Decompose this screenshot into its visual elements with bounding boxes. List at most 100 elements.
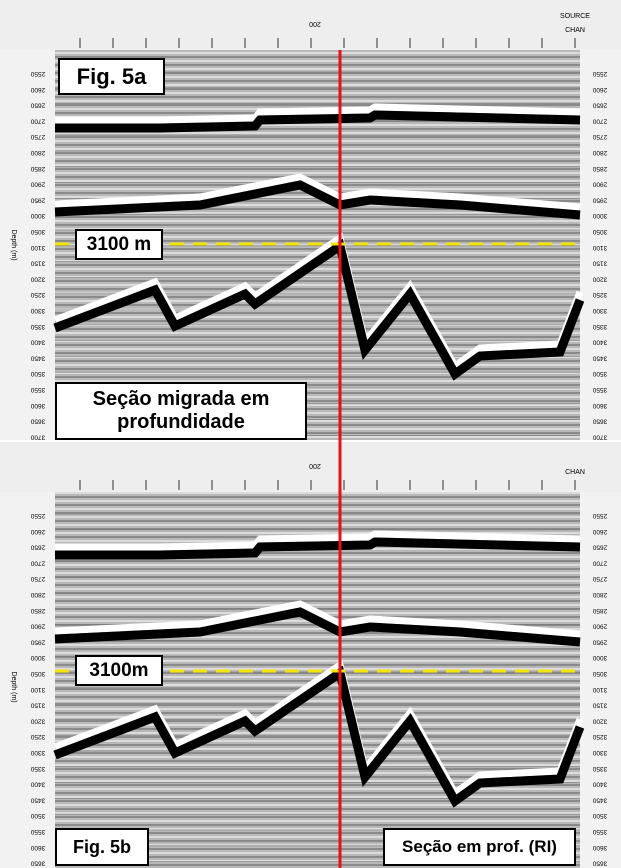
depth-tick-label: 2550 <box>30 512 45 519</box>
depth-tick-label: 2800 <box>592 149 607 156</box>
depth-tick-label: 3250 <box>592 733 607 740</box>
depth-tick-label: 3300 <box>592 749 607 756</box>
depth-tick-label: 3000 <box>592 654 607 661</box>
depth-tick-label: 3150 <box>592 260 607 267</box>
depth-tick-label: 3250 <box>30 291 45 298</box>
depth-tick-label: 3400 <box>592 781 607 788</box>
right-axis-strip <box>580 50 621 440</box>
depth-tick-label: 2600 <box>592 86 607 93</box>
reflector-white <box>55 530 581 551</box>
depth-tick-label: 3100 <box>592 244 607 251</box>
depth-tick-label: 2700 <box>30 559 45 566</box>
depth-tick-label: 3300 <box>30 307 45 314</box>
depth-tick-label: 3150 <box>592 702 607 709</box>
depth-tick-label: 3200 <box>592 717 607 724</box>
depth-tick-label: 2800 <box>30 591 45 598</box>
header-text: CHAN <box>565 27 585 34</box>
caption: Seção migrada em profundidade <box>55 382 307 440</box>
depth-tick-label: 3350 <box>30 765 45 772</box>
depth-tick-label: 3350 <box>592 765 607 772</box>
depth-tick-label: 3700 <box>30 433 45 440</box>
header-text: SOURCE <box>560 13 590 20</box>
depth-tick-label: 3400 <box>592 339 607 346</box>
depth-tick-label: 2950 <box>30 196 45 203</box>
depth-tick-label: 3500 <box>30 370 45 377</box>
depth-tick-label: 2900 <box>30 181 45 188</box>
header-text: 200 <box>309 20 321 27</box>
depth-tick-label: 3100 <box>30 686 45 693</box>
depth-tick-label: 3350 <box>592 323 607 330</box>
right-axis-strip <box>580 492 621 868</box>
depth-tick-label: 3300 <box>30 749 45 756</box>
depth-tick-label: 2700 <box>592 117 607 124</box>
axis-title: Depth (m) <box>10 229 17 260</box>
depth-tick-label: 3250 <box>30 733 45 740</box>
depth-tick-label: 3550 <box>592 828 607 835</box>
depth-tick-label: 2850 <box>592 165 607 172</box>
depth-tick-label: 2800 <box>30 149 45 156</box>
depth-tick-label: 3400 <box>30 781 45 788</box>
depth-tick-label: 3150 <box>30 260 45 267</box>
depth-tick-label: 2600 <box>592 528 607 535</box>
depth-tick-label: 2850 <box>30 607 45 614</box>
axis-title: Depth (m) <box>10 671 17 702</box>
depth-tick-label: 3150 <box>30 702 45 709</box>
depth-tick-label: 3500 <box>592 370 607 377</box>
depth-tick-label: 2650 <box>30 102 45 109</box>
depth-tick-label: 3050 <box>592 228 607 235</box>
depth-tick-label: 3200 <box>30 717 45 724</box>
depth-tick-label: 2900 <box>30 623 45 630</box>
depth-tick-label: 3100 <box>592 686 607 693</box>
depth-tick-label: 3650 <box>30 418 45 425</box>
depth-tick-label: 3450 <box>592 796 607 803</box>
depth-tick-label: 2900 <box>592 181 607 188</box>
depth-tick-label: 3650 <box>30 860 45 867</box>
left-axis-strip <box>0 50 55 440</box>
depth-tick-label: 3450 <box>30 796 45 803</box>
figure-label: Fig. 5a <box>58 58 165 95</box>
depth-tick-label: 2800 <box>592 591 607 598</box>
depth-tick-label: 2750 <box>592 575 607 582</box>
depth-tick-label: 3600 <box>30 844 45 851</box>
depth-tick-label: 2700 <box>30 117 45 124</box>
depth-tick-label: 2650 <box>592 544 607 551</box>
reflector-black <box>55 110 581 133</box>
depth-tick-label: 3000 <box>30 212 45 219</box>
depth-tick-label: 2850 <box>30 165 45 172</box>
left-axis-strip <box>0 492 55 868</box>
depth-tick-label: 2650 <box>592 102 607 109</box>
depth-tick-label: 3450 <box>30 354 45 361</box>
depth-tick-label: 2850 <box>592 607 607 614</box>
depth-tick-label: 2550 <box>592 70 607 77</box>
depth-tick-label: 3050 <box>30 228 45 235</box>
depth-tick-label: 3600 <box>592 402 607 409</box>
reflector-black <box>55 537 581 560</box>
depth-tick-label: 3500 <box>30 812 45 819</box>
reflector-black <box>53 238 585 381</box>
depth-label: 3100m <box>75 655 163 686</box>
figure-label: Fig. 5b <box>55 828 149 866</box>
depth-tick-label: 2950 <box>30 638 45 645</box>
depth-tick-label: 2700 <box>592 559 607 566</box>
depth-tick-label: 2950 <box>592 196 607 203</box>
depth-tick-label: 3550 <box>30 828 45 835</box>
depth-tick-label: 3600 <box>30 402 45 409</box>
depth-tick-label: 2650 <box>30 544 45 551</box>
depth-tick-label: 3550 <box>592 386 607 393</box>
depth-tick-label: 3600 <box>592 844 607 851</box>
depth-tick-label: 3000 <box>30 654 45 661</box>
depth-tick-label: 3700 <box>592 433 607 440</box>
depth-tick-label: 3300 <box>592 307 607 314</box>
reflector-white <box>55 103 581 124</box>
header-text: CHAN <box>565 469 585 476</box>
depth-tick-label: 3650 <box>592 860 607 867</box>
depth-tick-label: 2750 <box>592 133 607 140</box>
depth-tick-label: 2750 <box>30 133 45 140</box>
depth-tick-label: 2750 <box>30 575 45 582</box>
depth-tick-label: 2600 <box>30 528 45 535</box>
depth-tick-label: 3450 <box>592 354 607 361</box>
depth-tick-label: 3650 <box>592 418 607 425</box>
depth-tick-label: 3400 <box>30 339 45 346</box>
